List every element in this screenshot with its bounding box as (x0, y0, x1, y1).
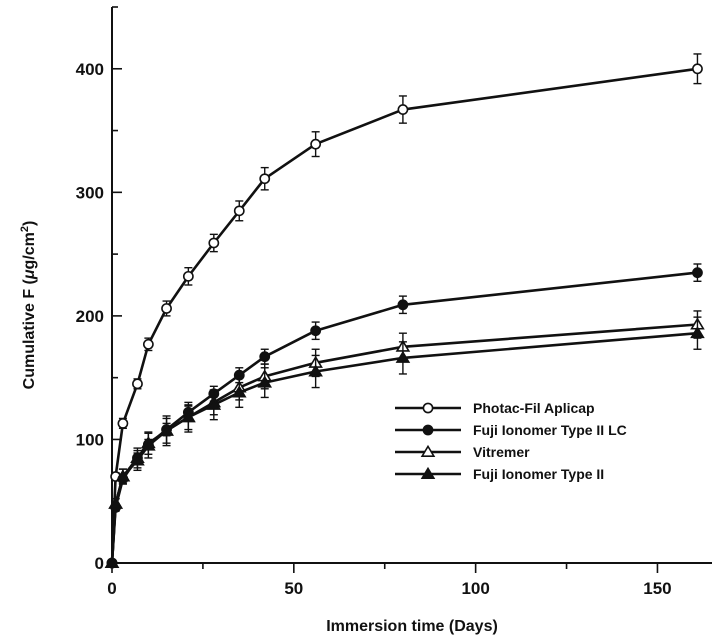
data-point (117, 417, 129, 429)
y-axis-title-suffix: ) (21, 221, 38, 226)
legend-label: Fuji Ionomer Type II (473, 466, 604, 482)
legend-marker (422, 402, 434, 414)
data-point (233, 205, 245, 217)
series-line (110, 331, 698, 564)
data-point (208, 237, 220, 249)
data-point (397, 104, 409, 115)
data-point (692, 63, 703, 75)
series-fuji-ionomer-type-ii (104, 316, 705, 569)
legend-marker (422, 424, 434, 436)
data-point (159, 423, 174, 436)
y-tick-label: 400 (76, 60, 104, 79)
series-line (110, 67, 698, 564)
data-point (395, 350, 411, 363)
x-tick-label: 0 (107, 579, 116, 598)
data-point (130, 453, 145, 466)
series-layer (104, 53, 705, 569)
data-point (104, 555, 120, 569)
data-point (108, 496, 123, 509)
y-tick-label: 200 (76, 307, 104, 326)
data-point (397, 299, 409, 311)
data-point (141, 438, 156, 451)
data-point (308, 364, 323, 377)
data-point (259, 351, 271, 363)
legend-label: Photac-Fil Aplicap (473, 400, 595, 416)
data-point (132, 378, 143, 390)
x-tick-label: 150 (643, 579, 671, 598)
data-point (231, 385, 247, 398)
legend-marker (420, 444, 436, 458)
data-point (161, 303, 172, 314)
data-point (181, 410, 196, 423)
series-fuji-ionomer-type-ii-lc (106, 263, 703, 569)
data-point (310, 138, 322, 150)
data-point (257, 375, 273, 388)
axes (111, 7, 712, 564)
x-tick-label: 100 (461, 579, 489, 598)
data-point (690, 326, 705, 339)
legend-label: Fuji Ionomer Type II LC (473, 422, 627, 438)
data-point (142, 338, 154, 350)
legend: Photac-Fil Aplicap Fuji Ionomer Type II L… (395, 400, 627, 482)
legend-entry-fuji-ionomer-type-ii: Fuji Ionomer Type II (395, 466, 604, 482)
x-tick-label: 50 (284, 579, 303, 598)
series-line (110, 271, 698, 564)
ticks: 0 100 200 300 400 0 50 100 150 (76, 6, 672, 598)
y-axis-title-unit: g/cm (21, 232, 38, 269)
data-point (182, 270, 194, 282)
legend-label: Vitremer (473, 444, 530, 460)
legend-marker (420, 466, 436, 480)
legend-entry-vitremer: Vitremer (395, 444, 530, 460)
y-tick-label: 100 (76, 430, 104, 449)
data-point (206, 397, 222, 410)
series-photac-fil-aplicap (106, 53, 703, 569)
legend-entry-fuji-ionomer-type-ii-lc: Fuji Ionomer Type II LC (395, 422, 627, 438)
data-point (115, 469, 131, 482)
y-axis-title: Cumulative F (μg/cm2) (19, 221, 38, 390)
data-point (310, 325, 322, 337)
y-axis-title-exp: 2 (19, 226, 31, 232)
data-point (692, 267, 703, 279)
x-axis-title: Immersion time (Days) (326, 618, 498, 635)
legend-entry-photac-fil-aplicap: Photac-Fil Aplicap (395, 400, 595, 416)
y-axis-title-mu: μ (21, 269, 38, 280)
series-vitremer (104, 310, 705, 569)
y-axis-title-prefix: Cumulative F ( (21, 278, 38, 389)
y-tick-label: 0 (95, 554, 104, 573)
data-point (259, 173, 271, 185)
y-tick-label: 300 (76, 183, 104, 202)
